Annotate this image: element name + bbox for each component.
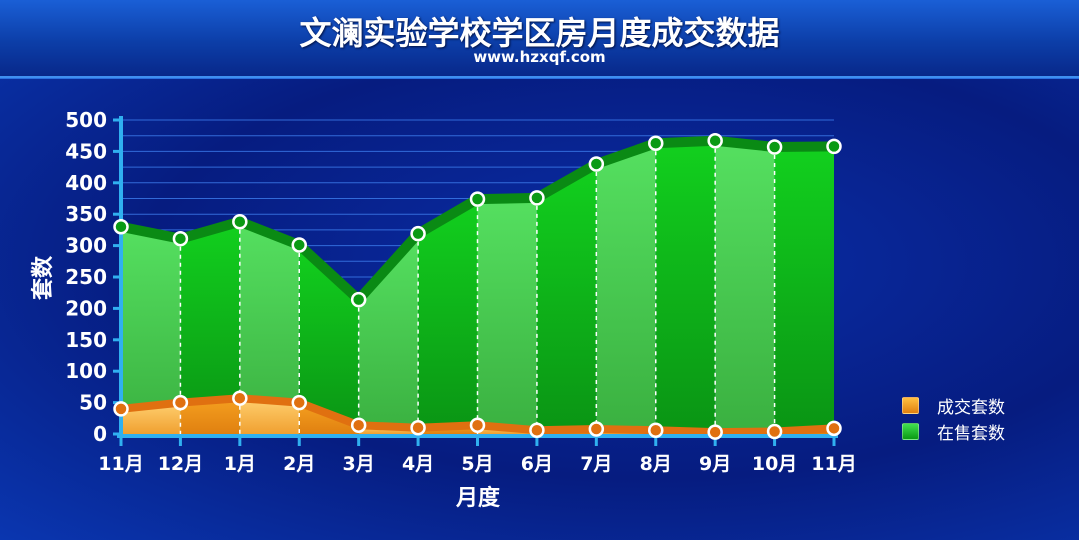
listings-area-band — [596, 143, 656, 434]
x-tick-label: 12月 — [158, 453, 203, 475]
chart-title: 文澜实验学校学区房月度成交数据 — [299, 14, 780, 52]
listings-area-band — [715, 140, 775, 434]
listings-point — [232, 213, 248, 230]
listings-point — [588, 156, 605, 172]
y-axis-title: 套数 — [30, 255, 56, 300]
listings-point — [291, 237, 307, 253]
y-tick-label: 200 — [65, 296, 107, 320]
y-tick-label: 100 — [65, 359, 107, 383]
listings-point — [469, 191, 486, 207]
y-tick-label: 150 — [65, 328, 107, 352]
point-markers — [113, 132, 842, 440]
legend-label-listings: 在售套数 — [937, 423, 1005, 444]
x-tick-label: 1月 — [224, 453, 256, 475]
listings-point — [826, 138, 842, 155]
x-tick-label: 2月 — [283, 453, 315, 475]
x-tick-label: 4月 — [402, 453, 434, 475]
deals-point — [172, 394, 189, 411]
deals-point — [291, 394, 307, 411]
deals-point — [766, 423, 783, 440]
deals-point — [648, 422, 664, 438]
deals-area-band — [180, 398, 240, 434]
x-tick-label: 3月 — [343, 453, 375, 475]
listings-area-band — [121, 226, 181, 434]
listings-area-band — [477, 197, 537, 434]
deals-point — [588, 421, 605, 437]
deals-point — [232, 390, 248, 406]
axis-labels: 0 50 100 150 200 250 300 350 400 450 500 11月 12月 1月 2月… — [30, 108, 857, 511]
legend-swatch-deals — [902, 396, 919, 414]
deals-point — [410, 419, 426, 436]
x-tick-label: 7月 — [580, 453, 612, 475]
legend-label-deals: 成交套数 — [937, 397, 1005, 418]
deals-point — [826, 420, 842, 437]
listings-point — [648, 135, 664, 151]
y-tick-label: 300 — [65, 234, 107, 258]
y-tick-label: 0 — [93, 422, 107, 446]
listings-area-band — [418, 199, 478, 434]
deals-point — [469, 417, 486, 433]
chart-subtitle: www.hzxqf.com — [473, 48, 606, 66]
listings-point — [529, 190, 545, 206]
x-tick-label: 11月 — [811, 453, 856, 475]
y-tick-label: 450 — [65, 139, 107, 163]
legend-item-listings: 在售套数 — [902, 418, 1005, 444]
y-tick-label: 350 — [65, 202, 107, 226]
chart-header: 文澜实验学校学区房月度成交数据 www.hzxqf.com — [0, 0, 1079, 78]
listings-point — [172, 230, 189, 247]
x-tick-label: 9月 — [699, 453, 731, 475]
x-tick-label: 10月 — [752, 453, 797, 475]
listings-point — [350, 291, 367, 308]
y-tick-label: 400 — [65, 171, 107, 195]
y-tick-label: 500 — [65, 108, 107, 132]
x-tick-label: 8月 — [640, 453, 672, 475]
x-tick-label: 11月 — [98, 453, 143, 475]
legend-swatch-listings — [902, 422, 919, 440]
deals-area-band — [239, 398, 300, 434]
listings-area-band — [180, 221, 240, 434]
y-tick-label: 250 — [65, 265, 107, 289]
listings-point — [766, 139, 783, 155]
deals-point — [707, 424, 723, 440]
listings-area-band — [774, 146, 834, 434]
listings-point — [707, 132, 723, 149]
y-tick-label: 50 — [79, 391, 107, 415]
listings-area-band — [239, 221, 300, 434]
chart-legend: 成交套数 在售套数 — [902, 392, 1005, 444]
deals-point — [529, 422, 545, 438]
deals-point — [350, 417, 367, 433]
listings-point — [410, 225, 426, 242]
deals-point — [113, 401, 129, 417]
x-tick-label: 5月 — [461, 453, 493, 475]
x-axis-title: 月度 — [455, 485, 501, 511]
legend-item-deals: 成交套数 — [902, 392, 1005, 418]
x-tick-label: 6月 — [521, 453, 553, 475]
area-layer — [120, 135, 835, 437]
listings-point — [113, 219, 129, 235]
listings-area-band — [536, 163, 597, 434]
listings-area-band — [655, 140, 716, 434]
